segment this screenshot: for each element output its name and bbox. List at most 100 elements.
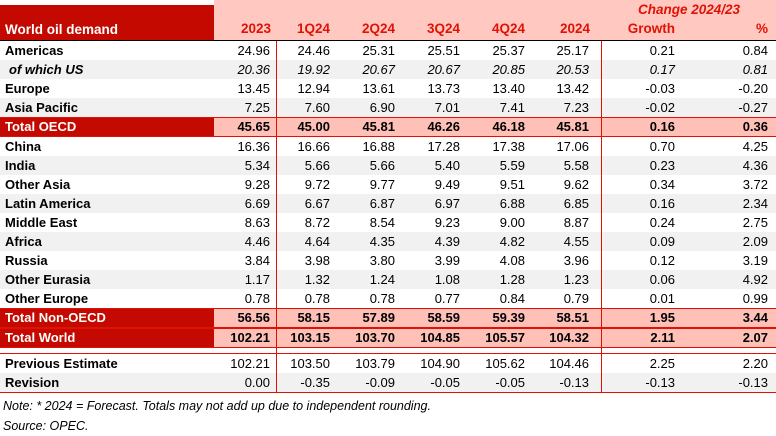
table-header: World oil demand Change 2024/23 2023 1Q2… (0, 0, 776, 41)
row-label-text: of which US (9, 62, 84, 77)
column-headers-row: 2023 1Q24 2Q24 3Q24 4Q24 2024 Growth % (214, 19, 776, 40)
cell-2024: 1.23 (537, 270, 602, 289)
cell-pct: 4.92 (742, 272, 768, 287)
row-label-text: Africa (5, 234, 42, 249)
cell-2024: 9.62 (537, 175, 602, 194)
cell-2024: 17.06 (537, 137, 602, 156)
cell-growth: 0.23 (649, 158, 675, 173)
cell-4q24: 25.37 (492, 43, 525, 58)
row-label-text: Total Non-OECD (0, 309, 214, 327)
cell-2q24: 13.61 (362, 81, 395, 96)
cell-1q24: 6.67 (304, 196, 330, 211)
cell-4q24: 5.59 (499, 158, 525, 173)
cell-pct: -0.20 (738, 81, 768, 96)
cell-2q24: 103.70 (342, 329, 407, 347)
cell-3q24: 104.90 (420, 356, 460, 371)
cell-2024: 58.51 (537, 309, 602, 327)
table-title: World oil demand (0, 5, 214, 40)
cell-2023: 1.17 (214, 270, 277, 289)
separator-segment (277, 348, 602, 353)
col-header-2024: 2024 (559, 21, 590, 36)
cell-growth: 0.24 (649, 215, 675, 230)
table-row: Total OECD 45.65 45.00 45.81 46.26 46.18… (0, 117, 776, 137)
table-row: Total World 102.21 103.15 103.70 104.85 … (0, 328, 776, 348)
cell-4q24: 17.38 (492, 139, 525, 154)
cell-pct: 0.99 (742, 291, 768, 306)
table-row: Revision 0.00 -0.35 -0.09 -0.05 -0.05 -0… (0, 373, 776, 393)
col-header-growth: Growth (627, 21, 675, 36)
forecast-note: Note: * 2024 = Forecast. Totals may not … (3, 399, 431, 413)
cell-2q24: 45.81 (342, 118, 407, 136)
cell-2q24: 103.79 (355, 356, 395, 371)
cell-pct: 3.44 (689, 309, 776, 327)
cell-growth: 0.17 (649, 62, 675, 77)
header-columns-area: Change 2024/23 2023 1Q24 2Q24 3Q24 4Q24 … (214, 0, 776, 40)
cell-2q24: 1.24 (369, 272, 395, 287)
cell-4q24: 4.82 (499, 234, 525, 249)
cell-2q24: 4.35 (369, 234, 395, 249)
cell-3q24: 5.40 (434, 158, 460, 173)
cell-4q24: 59.39 (472, 309, 537, 327)
cell-1q24: 45.00 (277, 118, 342, 136)
row-label-text: Total OECD (0, 118, 214, 136)
table-row: Previous Estimate 102.21 103.50 103.79 1… (0, 354, 776, 373)
cell-3q24: 4.39 (434, 234, 460, 249)
col-header-4q24: 4Q24 (491, 21, 525, 36)
table-body: Americas 24.96 24.46 25.31 25.51 25.37 2… (0, 41, 776, 348)
cell-1q24: -0.35 (300, 375, 330, 390)
cell-4q24: 4.08 (499, 253, 525, 268)
cell-growth: 0.12 (649, 253, 675, 268)
cell-2024: 20.53 (537, 60, 602, 79)
cell-growth: 0.01 (649, 291, 675, 306)
cell-2023: 102.21 (214, 354, 277, 373)
table-footer-rows: Previous Estimate 102.21 103.50 103.79 1… (0, 353, 776, 393)
table-row: India 5.34 5.66 5.66 5.40 5.59 5.58 0.23… (0, 156, 776, 175)
cell-4q24: 0.84 (499, 291, 525, 306)
table-separator (0, 348, 776, 353)
cell-pct: 4.25 (742, 139, 768, 154)
cell-2023: 56.56 (214, 309, 277, 327)
cell-2023: 20.36 (214, 60, 277, 79)
cell-growth: -0.02 (645, 100, 675, 115)
cell-4q24: 9.00 (499, 215, 525, 230)
cell-1q24: 103.50 (290, 356, 330, 371)
cell-2023: 0.78 (214, 289, 277, 308)
cell-3q24: 9.23 (434, 215, 460, 230)
cell-2024: 13.42 (537, 79, 602, 98)
cell-1q24: 0.78 (304, 291, 330, 306)
cell-3q24: 6.97 (434, 196, 460, 211)
row-label-text: India (5, 158, 36, 173)
cell-2q24: 9.77 (369, 177, 395, 192)
cell-1q24: 3.98 (304, 253, 330, 268)
cell-2024: 4.55 (537, 232, 602, 251)
cell-2024: 0.79 (537, 289, 602, 308)
cell-pct: 2.09 (742, 234, 768, 249)
cell-1q24: 19.92 (297, 62, 330, 77)
cell-3q24: 7.01 (434, 100, 460, 115)
row-label-text: Russia (5, 253, 48, 268)
cell-growth: 0.34 (649, 177, 675, 192)
row-label-text: Revision (5, 375, 60, 390)
row-label-text: Other Eurasia (5, 272, 91, 287)
cell-pct: 0.81 (742, 62, 768, 77)
cell-1q24: 5.66 (304, 158, 330, 173)
cell-2023: 8.63 (214, 213, 277, 232)
cell-2024: 8.87 (537, 213, 602, 232)
cell-growth: 2.25 (649, 356, 675, 371)
cell-2q24: 5.66 (369, 158, 395, 173)
table-row: of which US 20.36 19.92 20.67 20.67 20.8… (0, 60, 776, 79)
cell-3q24: 3.99 (434, 253, 460, 268)
cell-2023: 0.00 (214, 373, 277, 392)
cell-2024: 7.23 (537, 98, 602, 117)
cell-2023: 102.21 (214, 329, 277, 347)
table-row: Other Europe 0.78 0.78 0.78 0.77 0.84 0.… (0, 289, 776, 308)
cell-4q24: -0.05 (495, 375, 525, 390)
col-header-1q24: 1Q24 (296, 21, 330, 36)
cell-2024: 6.85 (537, 194, 602, 213)
cell-2023: 7.25 (214, 98, 277, 117)
row-label-text: Europe (5, 81, 50, 96)
table-row: Other Eurasia 1.17 1.32 1.24 1.08 1.28 1… (0, 270, 776, 289)
header-title-cell: World oil demand (0, 0, 214, 40)
cell-1q24: 58.15 (277, 309, 342, 327)
